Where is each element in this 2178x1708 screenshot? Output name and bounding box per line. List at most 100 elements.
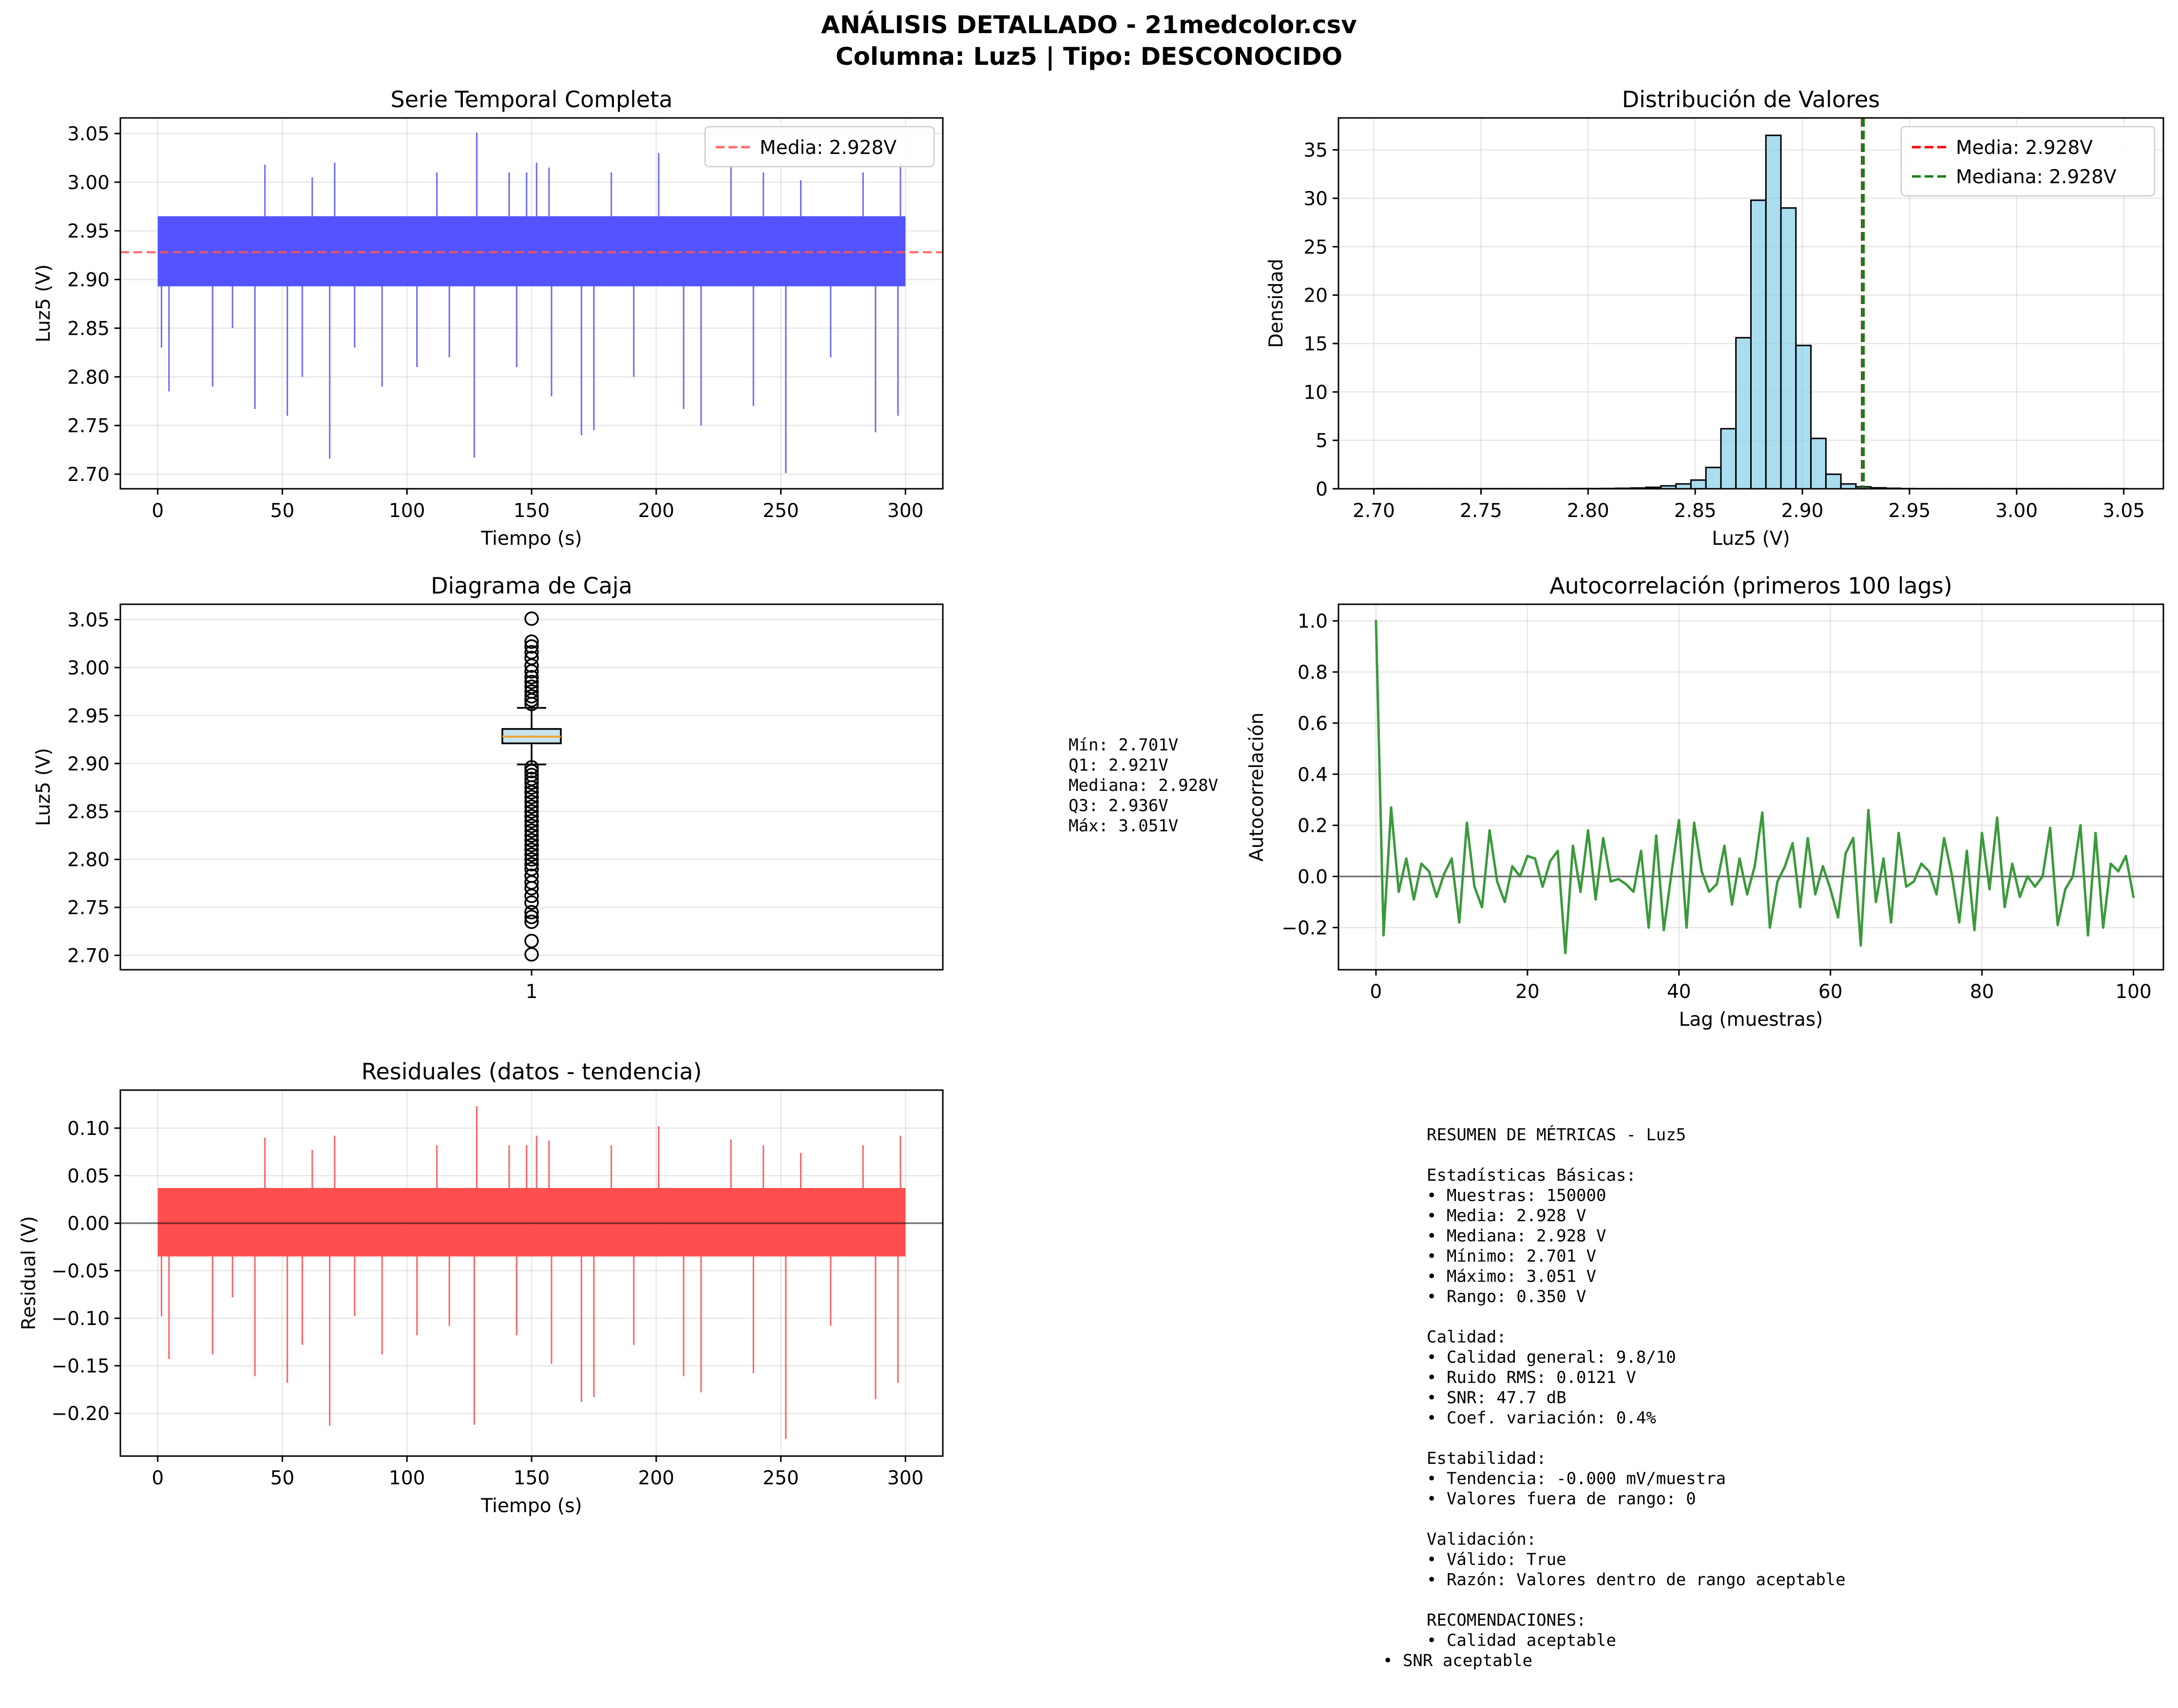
legend: Media: 2.928V Mediana: 2.928V — [1900, 126, 2156, 197]
chart-title: Residuales (datos - tendencia) — [362, 1058, 702, 1085]
x-axis-label: Tiempo (s) — [480, 1495, 582, 1517]
x-tick-label: 0 — [152, 500, 164, 522]
acf-segment — [1602, 837, 1612, 883]
x-tick-label: 300 — [887, 1467, 923, 1489]
y-tick-label: −0.15 — [51, 1356, 110, 1378]
x-tick-label: 60 — [1818, 981, 1843, 1003]
outlier-point — [524, 814, 539, 828]
y-tick-label: 5 — [1316, 430, 1328, 452]
outlier-point — [524, 771, 539, 787]
summary-line: • Valores fuera de rango: 0 — [1427, 1489, 1696, 1509]
x-tick-label: 0 — [152, 1467, 164, 1489]
y-axis-label: Luz5 (V) — [33, 748, 55, 826]
acf-segment — [2094, 831, 2104, 929]
x-tick-label: 2.80 — [1567, 500, 1609, 522]
outlier-point — [524, 947, 539, 962]
acf-segment — [1708, 883, 1719, 893]
summary-line: • Calidad aceptable — [1427, 1631, 1616, 1650]
y-tick-label: 10 — [1303, 382, 1328, 403]
acf-segment — [1390, 806, 1400, 893]
outlier-point — [524, 847, 539, 862]
box-plot-area — [501, 611, 562, 962]
acf-segment — [1700, 870, 1711, 893]
outlier-point — [524, 909, 539, 924]
outlier-point — [524, 674, 539, 690]
summary-line: • Media: 2.928 V — [1427, 1206, 1586, 1226]
acf-segment — [1405, 857, 1415, 901]
y-tick-label: 2.90 — [67, 269, 110, 291]
acf-segment — [1382, 806, 1393, 937]
acf-segment — [1473, 885, 1484, 909]
y-tick-label: 0.4 — [1298, 764, 1328, 786]
acf-segment — [1518, 855, 1529, 878]
histogram-bar — [1690, 479, 1707, 490]
summary-line: • Rango: 0.350 V — [1427, 1287, 1586, 1306]
y-tick-label: 3.05 — [67, 609, 110, 631]
outlier-point — [524, 934, 539, 948]
axes-frame — [1337, 603, 2164, 971]
y-tick-label: 3.00 — [67, 172, 110, 194]
acf-segment — [2049, 826, 2059, 926]
acf-segment — [1655, 834, 1665, 932]
acf-segment — [2086, 831, 2097, 937]
histogram-bar — [1795, 345, 1812, 490]
y-tick-label: 3.00 — [67, 657, 110, 679]
acf-segment — [1928, 870, 1938, 896]
acf-segment — [1836, 852, 1847, 919]
summary-line: • Muestras: 150000 — [1427, 1186, 1606, 1206]
legend-entry: Mediana: 2.928V — [1956, 166, 2117, 188]
outlier-point — [524, 768, 539, 783]
acf-segment — [1503, 865, 1514, 903]
acf-segment — [1874, 857, 1885, 903]
distribucion-panel: 2.70 2.75 2.80 2.85 2.90 2.95 3.00 3.05 0 5 10 15 20… — [1265, 86, 2164, 550]
summary-line: • Razón: Valores dentro de rango aceptab… — [1427, 1570, 1846, 1590]
acf-segment — [1647, 834, 1658, 929]
y-tick-label: 0.00 — [67, 1213, 110, 1235]
acf-segment — [1435, 872, 1446, 899]
acf-segment — [1799, 837, 1809, 909]
x-tick-label: 50 — [270, 500, 295, 522]
outlier-point — [524, 679, 539, 694]
acf-segment — [1549, 849, 1559, 863]
outlier-point — [524, 852, 539, 867]
outlier-point — [524, 823, 539, 838]
outlier-point — [524, 775, 539, 790]
acf-segment — [1829, 888, 1839, 919]
acf-segment — [1413, 862, 1423, 901]
acf-segment — [1783, 842, 1794, 868]
x-axis-label: Tiempo (s) — [480, 528, 582, 550]
summary-line: • Ruido RMS: 0.0121 V — [1427, 1368, 1636, 1387]
acf-segment — [1458, 821, 1469, 924]
y-tick-label: 15 — [1303, 333, 1328, 355]
acf-segment — [1943, 837, 1953, 875]
y-tick-label: 2.80 — [67, 366, 110, 388]
y-tick-label: −0.10 — [51, 1308, 110, 1330]
acf-segment — [1935, 837, 1946, 896]
y-tick-label: 2.85 — [67, 801, 110, 823]
serie-temporal-panel: 0 50 100 150 200 250 300 2.70 2.75 2.80 2.85 2.90 2.… — [33, 86, 944, 550]
acf-segment — [2124, 855, 2135, 899]
outlier-point — [524, 789, 539, 805]
acf-segment — [2079, 824, 2089, 937]
y-tick-label: −0.2 — [1281, 917, 1328, 939]
summary-line: • Máximo: 3.051 V — [1427, 1267, 1596, 1286]
y-tick-label: 0.6 — [1298, 713, 1328, 735]
acf-segment — [1443, 857, 1453, 875]
acf-segment — [1632, 849, 1643, 893]
y-tick-label: −0.05 — [51, 1261, 110, 1283]
acf-segment — [1594, 837, 1605, 901]
acf-segment — [1428, 870, 1438, 899]
box-stats-line: Máx: 3.051V — [1069, 816, 1178, 836]
legend-entry: Media: 2.928V — [1956, 137, 2093, 159]
y-tick-label: 3.05 — [67, 123, 110, 145]
summary-line: RESUMEN DE MÉTRICAS - Luz5 — [1427, 1125, 1686, 1145]
outlier-point — [524, 868, 539, 883]
y-tick-label: 2.85 — [67, 318, 110, 340]
summary-line: • Tendencia: -0.000 mV/muestra — [1427, 1469, 1726, 1489]
acf-segment — [1640, 849, 1650, 929]
acf-segment — [1511, 865, 1521, 878]
summary-line: • Mínimo: 2.701 V — [1427, 1247, 1596, 1266]
x-tick-label: 250 — [763, 500, 799, 522]
y-tick-label: 2.80 — [67, 849, 110, 871]
summary-line: • SNR: 47.7 dB — [1427, 1388, 1567, 1408]
